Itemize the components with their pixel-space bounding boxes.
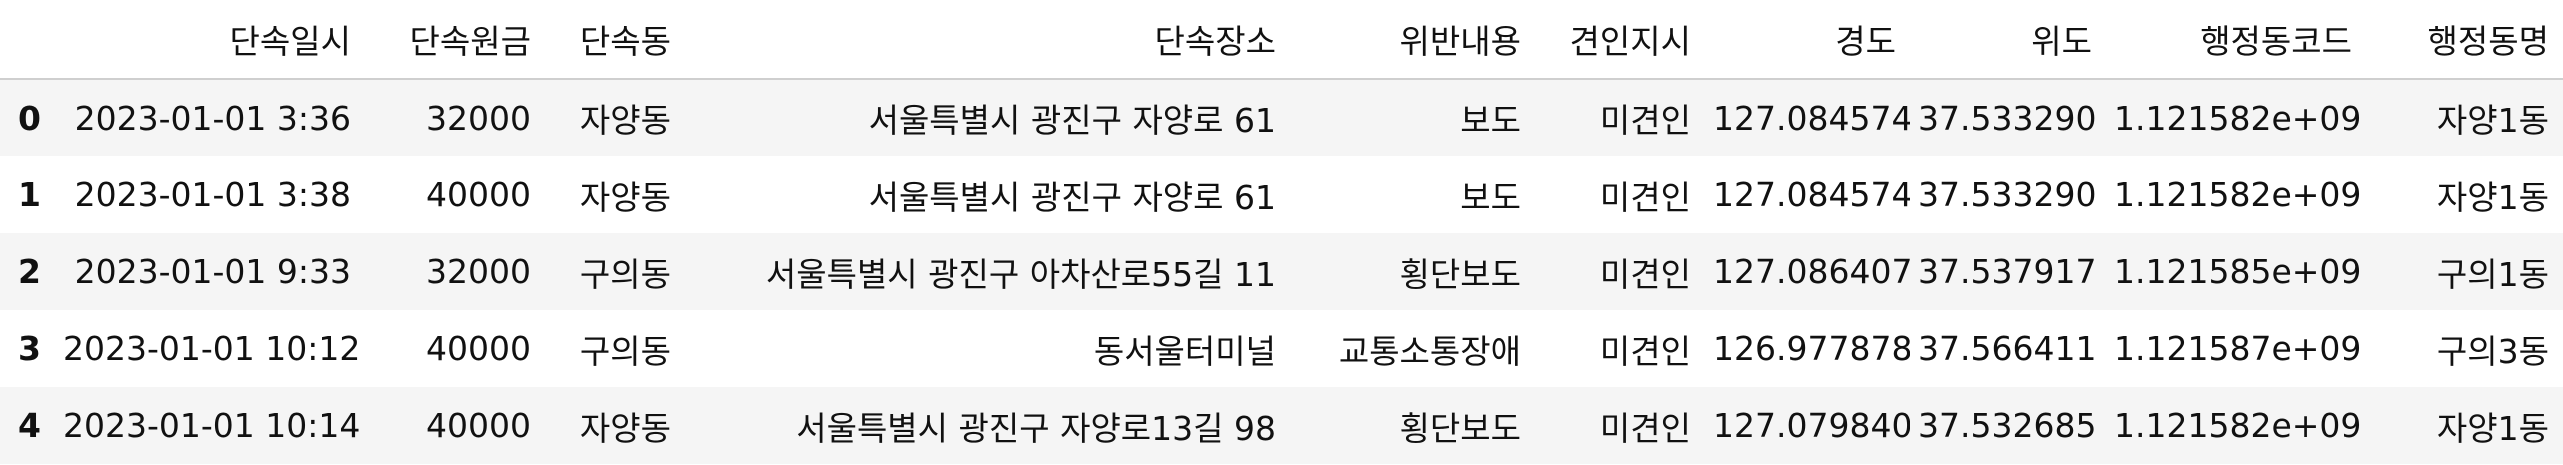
cell-dong: 자양동 (579, 177, 671, 217)
cell-admin-dong: 자양1동 (2436, 408, 2549, 448)
cell-dong: 자양동 (579, 408, 671, 448)
cell-lat: 37.532685 (1918, 406, 2097, 445)
cell-admin-dong: 자양1동 (2436, 177, 2549, 217)
cell-lon: 127.084574 (1713, 175, 1910, 214)
cell-tow: 미견인 (1599, 177, 1691, 217)
cell-tow: 미견인 (1599, 101, 1691, 140)
cell-datetime: 2023-01-01 3:38 (74, 175, 351, 214)
cell-admin-dong: 구의3동 (2436, 331, 2549, 371)
cell-place: 서울특별시 광진구 자양로 61 (868, 101, 1276, 140)
cell-fine: 40000 (426, 406, 531, 445)
cell-lat: 37.566411 (1918, 329, 2097, 368)
header-lat: 위도 (1910, 0, 2106, 80)
cell-violation: 교통소통장애 (1338, 331, 1521, 371)
cell-datetime: 2023-01-01 3:36 (74, 98, 351, 138)
cell-lon: 127.086407 (1713, 252, 1910, 291)
cell-datetime: 2023-01-01 10:12 (63, 329, 361, 368)
header-dong: 단속동 (545, 0, 685, 80)
cell-lat: 37.537917 (1918, 252, 2097, 291)
cell-tow: 미견인 (1599, 254, 1691, 294)
cell-place: 서울특별시 광진구 자양로 61 (868, 177, 1276, 217)
cell-datetime: 2023-01-01 10:14 (63, 406, 361, 445)
cell-admin-code: 1.121585e+09 (2114, 252, 2362, 291)
cell-fine: 40000 (426, 329, 531, 368)
header-lon: 경도 (1705, 0, 1910, 80)
cell-place: 동서울터미널 (1093, 331, 1276, 371)
cell-datetime: 2023-01-01 9:33 (74, 252, 351, 291)
header-row: 단속일시 단속원금 단속동 단속장소 위반내용 견인지시 경도 위도 행정동코드… (0, 0, 2563, 80)
cell-lat: 37.533290 (1918, 98, 2097, 138)
cell-lon: 126.977878 (1713, 329, 1910, 368)
header-fine: 단속원금 (365, 0, 545, 80)
cell-dong: 자양동 (579, 101, 671, 140)
row-index: 1 (18, 175, 41, 214)
cell-lon: 127.084574 (1713, 98, 1910, 138)
table-row: 1 2023-01-01 3:38 40000 자양동 서울특별시 광진구 자양… (0, 156, 2563, 233)
cell-lon: 127.079840 (1713, 406, 1910, 445)
table-row: 0 2023-01-01 3:36 32000 자양동 서울특별시 광진구 자양… (0, 79, 2563, 156)
cell-place: 서울특별시 광진구 아차산로55길 11 (765, 254, 1276, 294)
row-index: 2 (18, 252, 41, 291)
row-index: 3 (18, 329, 41, 368)
header-admin-code: 행정동코드 (2106, 0, 2366, 80)
cell-dong: 구의동 (579, 331, 671, 371)
cell-admin-code: 1.121587e+09 (2114, 329, 2362, 368)
table-row: 4 2023-01-01 10:14 40000 자양동 서울특별시 광진구 자… (0, 387, 2563, 464)
cell-violation: 보도 (1460, 101, 1521, 140)
cell-fine: 40000 (426, 175, 531, 214)
table-row: 3 2023-01-01 10:12 40000 구의동 동서울터미널 교통소통… (0, 310, 2563, 387)
header-violation: 위반내용 (1290, 0, 1535, 80)
table-body: 0 2023-01-01 3:36 32000 자양동 서울특별시 광진구 자양… (0, 79, 2563, 464)
row-index: 0 (18, 98, 41, 138)
cell-admin-code: 1.121582e+09 (2114, 406, 2362, 445)
cell-fine: 32000 (426, 252, 531, 291)
header-datetime: 단속일시 (55, 0, 365, 80)
cell-tow: 미견인 (1599, 408, 1691, 448)
cell-lat: 37.533290 (1918, 175, 2097, 214)
cell-violation: 보도 (1460, 177, 1521, 217)
cell-admin-code: 1.121582e+09 (2114, 98, 2362, 138)
cell-admin-dong: 구의1동 (2436, 254, 2549, 294)
cell-violation: 횡단보도 (1399, 254, 1521, 294)
table-header: 단속일시 단속원금 단속동 단속장소 위반내용 견인지시 경도 위도 행정동코드… (0, 0, 2563, 80)
header-admin-dong: 행정동명 (2366, 0, 2563, 80)
header-index (0, 0, 55, 80)
row-index: 4 (18, 406, 41, 445)
cell-place: 서울특별시 광진구 자양로13길 98 (796, 408, 1276, 448)
table-row: 2 2023-01-01 9:33 32000 구의동 서울특별시 광진구 아차… (0, 233, 2563, 310)
cell-admin-code: 1.121582e+09 (2114, 175, 2362, 214)
cell-admin-dong: 자양1동 (2436, 101, 2549, 140)
header-tow: 견인지시 (1535, 0, 1705, 80)
cell-dong: 구의동 (579, 254, 671, 294)
header-place: 단속장소 (685, 0, 1290, 80)
cell-violation: 횡단보도 (1399, 408, 1521, 448)
cell-tow: 미견인 (1599, 331, 1691, 371)
cell-fine: 32000 (426, 98, 531, 138)
